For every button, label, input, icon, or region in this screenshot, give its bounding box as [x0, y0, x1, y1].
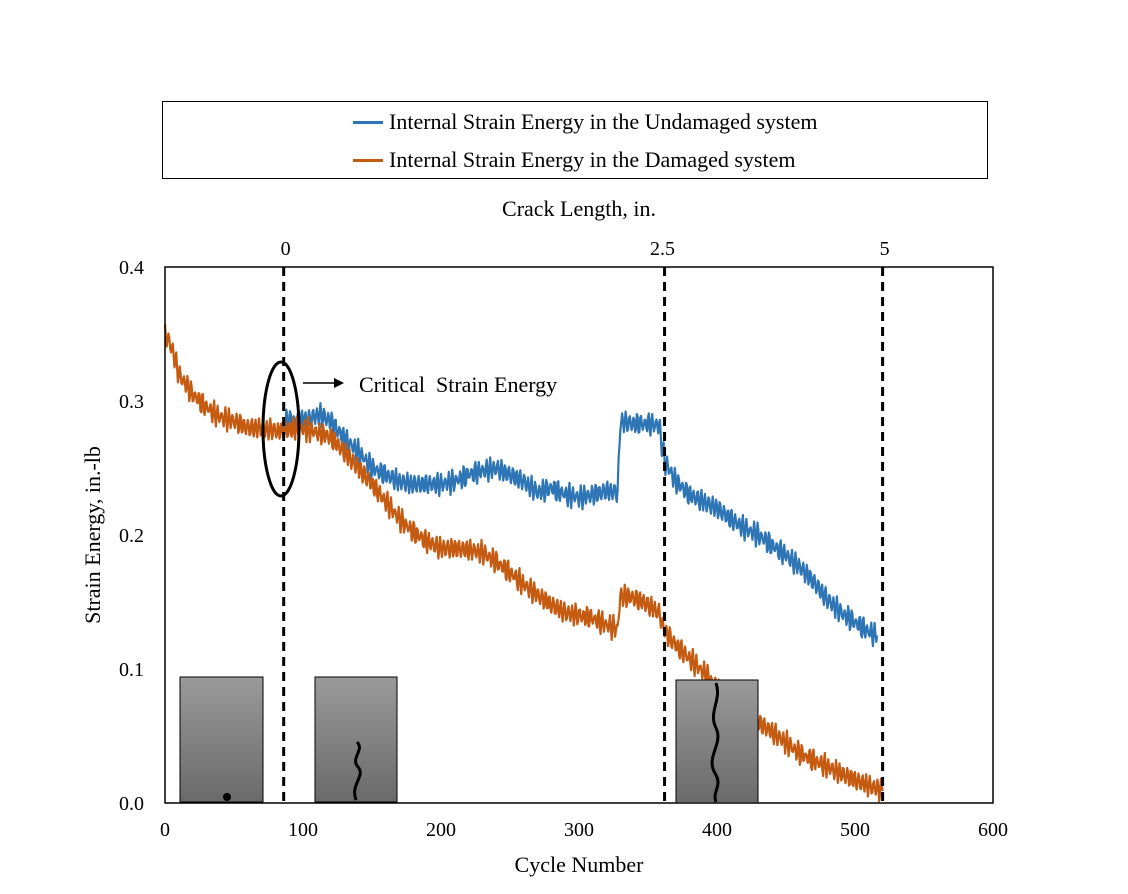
top-axis-tick-label: 5 — [880, 238, 890, 260]
y-tick-label: 0.1 — [119, 659, 144, 681]
y-tick-label: 0.3 — [119, 391, 144, 413]
legend-label-damaged: Internal Strain Energy in the Damaged sy… — [389, 147, 796, 172]
top-axis-tick-label: 2.5 — [650, 238, 675, 260]
top-axis-tick-label: 0 — [281, 238, 291, 260]
legend-label-undamaged: Internal Strain Energy in the Undamaged … — [389, 109, 818, 134]
top-axis-title: Crack Length, in. — [502, 196, 656, 221]
x-tick-label: 400 — [702, 819, 732, 841]
x-tick-label: 600 — [978, 819, 1008, 841]
specimen-illustration-uncracked — [179, 676, 264, 803]
annotation-critical-strain-energy: Critical Strain Energy — [359, 372, 557, 397]
y-axis-title: Strain Energy, in.-lb — [80, 446, 105, 624]
specimen-illustration-short-crack — [314, 676, 398, 803]
x-tick-label: 200 — [426, 819, 456, 841]
legend-swatch-undamaged — [353, 120, 383, 124]
legend-entry-undamaged: Internal Strain Energy in the Undamaged … — [353, 109, 818, 134]
annotation-arrowhead — [334, 378, 344, 388]
x-tick-label: 0 — [160, 819, 170, 841]
y-tick-label: 0.4 — [119, 257, 144, 279]
x-axis-title: Cycle Number — [515, 852, 645, 877]
x-tick-label: 500 — [840, 819, 870, 841]
y-tick-label: 0.2 — [119, 525, 144, 547]
y-tick-label: 0.0 — [119, 793, 144, 815]
series-line-undamaged — [282, 402, 879, 648]
plot-area-frame — [164, 266, 994, 804]
x-tick-label: 100 — [288, 819, 318, 841]
specimen-illustration-long-crack — [675, 679, 759, 804]
legend-entry-damaged: Internal Strain Energy in the Damaged sy… — [353, 147, 796, 172]
x-tick-label: 300 — [564, 819, 594, 841]
critical-energy-ellipse — [261, 360, 301, 498]
legend-swatch-damaged — [353, 158, 383, 162]
chart-legend: Internal Strain Energy in the Undamaged … — [162, 101, 988, 179]
